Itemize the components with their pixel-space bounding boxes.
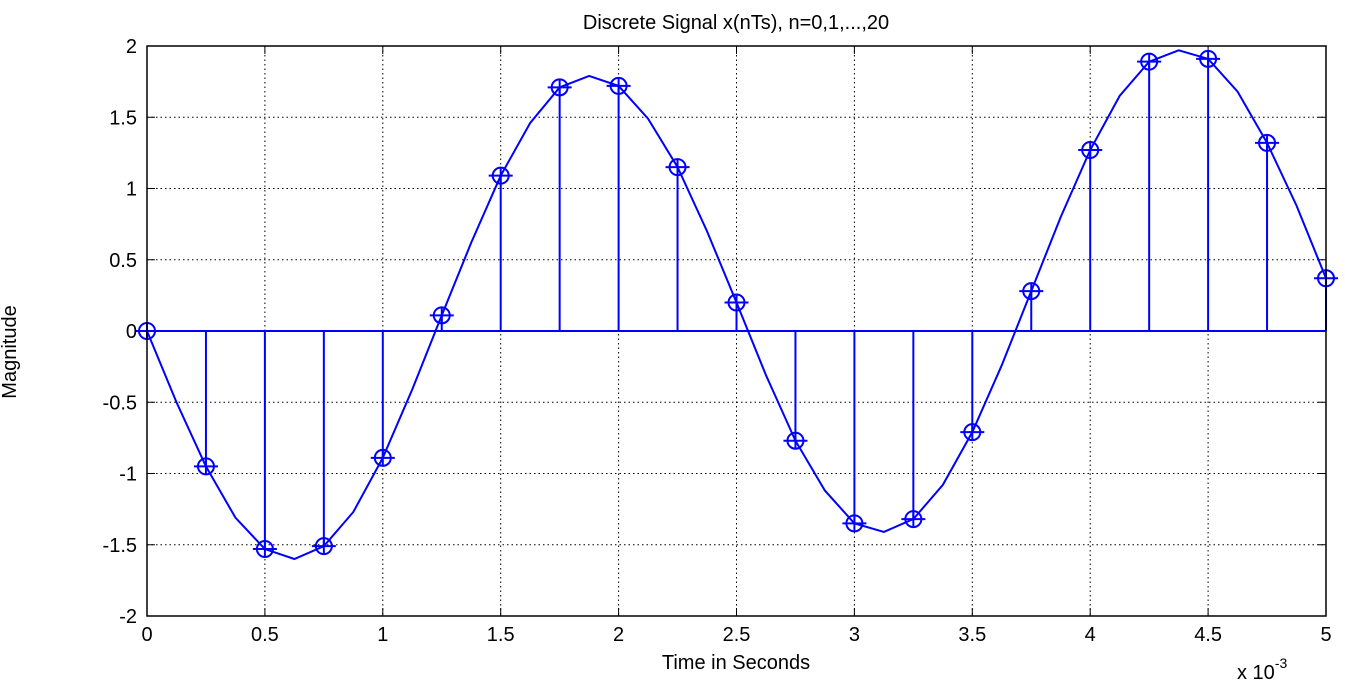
x-tick-labels: 0 0.5 1 1.5 2 2.5 3 3.5 4 4.5 5: [141, 624, 1331, 646]
y-tick-label: -0.5: [103, 392, 137, 414]
y-tick-label: -1.5: [103, 535, 137, 557]
sample-marker: [724, 293, 749, 312]
y-tick-label: 0.5: [109, 250, 137, 272]
sample-marker: [311, 537, 336, 556]
y-axis-label: Magnitude: [0, 305, 21, 398]
sample-marker: [1078, 141, 1103, 160]
x-tick-label: 4.5: [1194, 624, 1222, 646]
stems: [147, 58, 1327, 550]
x-axis-label: Time in Seconds: [662, 652, 810, 674]
x-tick-label: 0: [141, 624, 152, 646]
x-tick-label: 0.5: [251, 624, 279, 646]
x-tick-label: 2.5: [723, 624, 751, 646]
sample-marker: [1255, 133, 1280, 152]
x-multiplier-exponent: -3: [1275, 655, 1288, 671]
x-tick-label: 3: [849, 624, 860, 646]
y-tick-label: -2: [119, 606, 137, 628]
x-tick-label: 3.5: [958, 624, 986, 646]
y-tick-label: -1: [119, 464, 137, 486]
sample-marker: [193, 457, 218, 476]
sample-marker: [960, 423, 985, 442]
sample-marker: [1137, 52, 1162, 71]
sample-marker: [547, 78, 572, 97]
sample-marker: [1196, 49, 1221, 68]
x-tick-label: 4: [1085, 624, 1096, 646]
y-tick-label: 2: [126, 36, 137, 58]
plot-frame: [146, 45, 1327, 617]
sample-marker: [1019, 282, 1044, 301]
x-tick-label: 2: [613, 624, 624, 646]
sample-marker: [606, 76, 631, 95]
x-tick-label: 1: [377, 624, 388, 646]
x-multiplier-base: x 10: [1237, 662, 1275, 684]
x-multiplier: x 10-3: [1237, 655, 1287, 684]
y-tick-label: 1.5: [109, 107, 137, 129]
y-tick-label: 0: [126, 321, 137, 343]
sample-marker: [665, 158, 690, 177]
sample-marker: [783, 431, 808, 450]
x-tick-label: 1.5: [487, 624, 515, 646]
sample-marker: [488, 166, 513, 185]
sample-marker: [842, 514, 867, 533]
sample-marker: [429, 306, 454, 325]
sample-marker: [252, 540, 277, 559]
chart-title: Discrete Signal x(nTs), n=0,1,...,20: [583, 12, 889, 34]
sample-marker: [901, 510, 926, 529]
x-tick-label: 5: [1320, 624, 1331, 646]
y-tick-label: 1: [126, 179, 137, 201]
y-tick-labels: -2 -1.5 -1 -0.5 0 0.5 1 1.5 2: [103, 36, 137, 628]
sample-marker: [370, 448, 395, 467]
